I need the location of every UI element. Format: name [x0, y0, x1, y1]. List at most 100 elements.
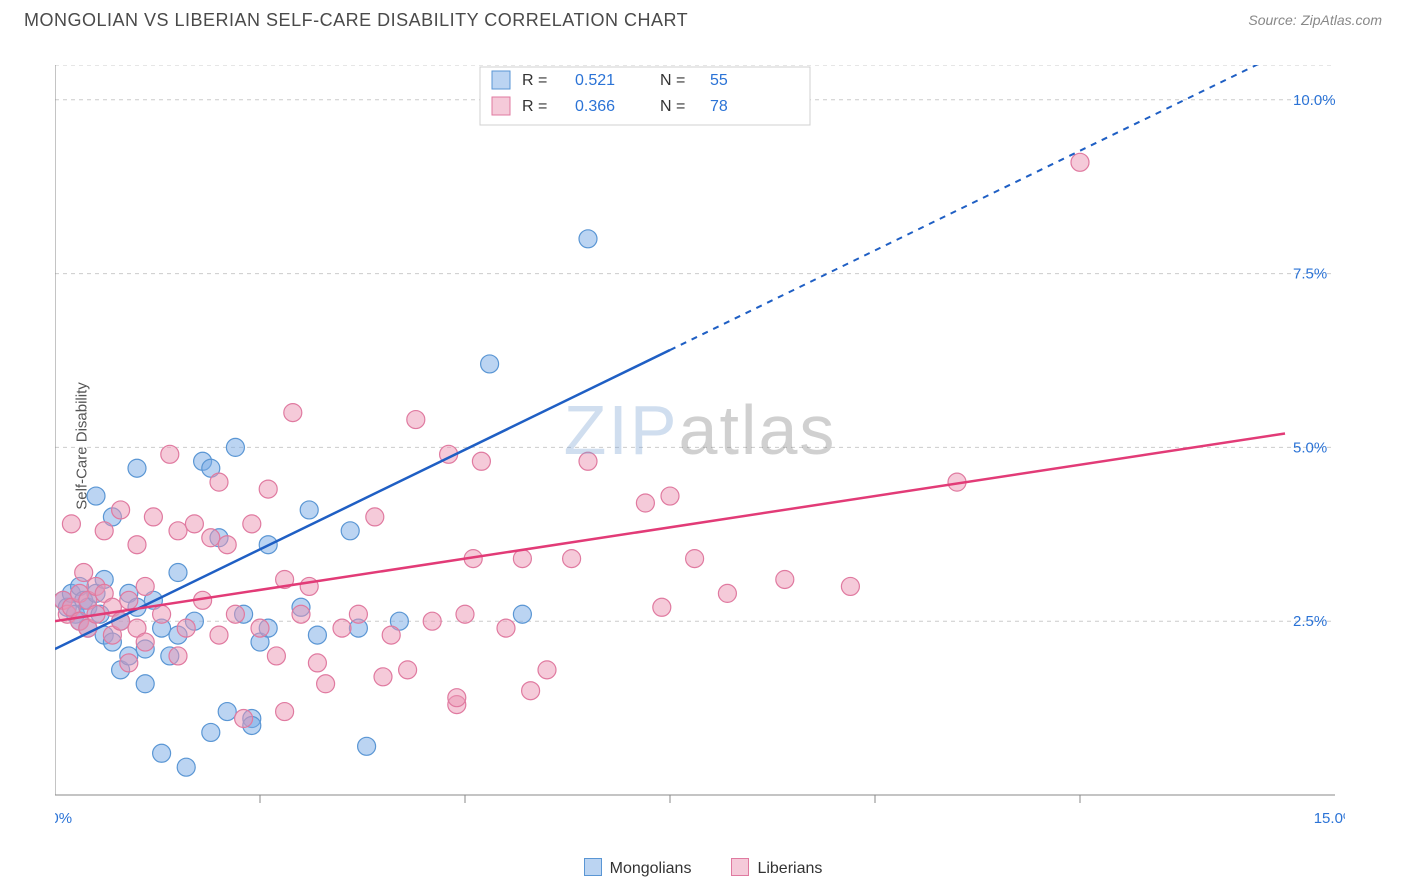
legend-swatch — [731, 858, 749, 876]
y-tick-label: 5.0% — [1293, 439, 1327, 456]
legend-r-value: 0.521 — [575, 72, 615, 89]
data-point — [202, 529, 220, 547]
data-point — [300, 577, 318, 595]
data-point — [841, 577, 859, 595]
data-point — [718, 584, 736, 602]
data-point — [661, 487, 679, 505]
data-point — [210, 473, 228, 491]
legend-label: Liberians — [757, 860, 822, 877]
data-point — [95, 522, 113, 540]
data-point — [513, 550, 531, 568]
legend-swatch — [492, 71, 510, 89]
data-point — [62, 515, 80, 533]
data-point — [243, 515, 261, 533]
y-tick-label: 2.5% — [1293, 613, 1327, 630]
data-point — [210, 626, 228, 644]
data-point — [407, 411, 425, 429]
legend-bottom: Mongolians Liberians — [0, 858, 1406, 878]
trend-line — [55, 350, 670, 649]
data-point — [276, 703, 294, 721]
data-point — [235, 710, 253, 728]
data-point — [177, 619, 195, 637]
x-tick-label: 15.0% — [1314, 810, 1345, 825]
data-point — [366, 508, 384, 526]
data-point — [358, 737, 376, 755]
data-point — [374, 668, 392, 686]
data-point — [349, 605, 367, 623]
data-point — [382, 626, 400, 644]
data-point — [448, 689, 466, 707]
data-point — [87, 487, 105, 505]
data-point — [153, 605, 171, 623]
source-value: ZipAtlas.com — [1301, 12, 1382, 28]
y-tick-label: 10.0% — [1293, 92, 1336, 109]
data-point — [538, 661, 556, 679]
legend-label: Mongolians — [610, 860, 692, 877]
legend-swatch — [584, 858, 602, 876]
data-point — [136, 633, 154, 651]
chart-svg: 2.5% 5.0% 7.5% 10.0% 0.0% 15.0% R = 0.521 N = 55 R… — [55, 65, 1345, 825]
legend-n-label: N = — [660, 72, 685, 89]
data-point — [317, 675, 335, 693]
chart-title: MONGOLIAN VS LIBERIAN SELF-CARE DISABILI… — [24, 10, 688, 31]
scatter-chart: 2.5% 5.0% 7.5% 10.0% 0.0% 15.0% R = 0.521 N = 55 R… — [55, 65, 1345, 825]
data-point — [300, 501, 318, 519]
data-point — [251, 619, 269, 637]
data-point — [563, 550, 581, 568]
data-point — [522, 682, 540, 700]
data-point — [259, 480, 277, 498]
data-point — [579, 230, 597, 248]
data-point — [177, 758, 195, 776]
legend-item: Liberians — [731, 858, 822, 878]
data-point — [456, 605, 474, 623]
data-point — [136, 577, 154, 595]
data-point — [1071, 153, 1089, 171]
data-point — [169, 564, 187, 582]
data-point — [153, 744, 171, 762]
legend-r-label: R = — [522, 98, 547, 115]
data-point — [284, 404, 302, 422]
data-point — [579, 452, 597, 470]
data-point — [136, 675, 154, 693]
legend-n-value: 55 — [710, 72, 728, 89]
data-point — [218, 536, 236, 554]
data-point — [341, 522, 359, 540]
data-point — [120, 591, 138, 609]
data-point — [128, 459, 146, 477]
legend-item: Mongolians — [584, 858, 692, 878]
data-point — [686, 550, 704, 568]
data-point — [226, 605, 244, 623]
data-point — [169, 647, 187, 665]
source-label: Source: — [1248, 12, 1296, 28]
source-citation: Source: ZipAtlas.com — [1248, 12, 1382, 30]
x-tick-label: 0.0% — [55, 810, 72, 825]
data-point — [112, 501, 130, 519]
data-point — [169, 522, 187, 540]
data-point — [226, 438, 244, 456]
data-point — [423, 612, 441, 630]
data-point — [185, 515, 203, 533]
data-point — [267, 647, 285, 665]
data-point — [292, 605, 310, 623]
legend-r-value: 0.366 — [575, 98, 615, 115]
data-point — [202, 723, 220, 741]
data-point — [308, 626, 326, 644]
legend-swatch — [492, 97, 510, 115]
y-tick-label: 7.5% — [1293, 266, 1327, 283]
data-point — [653, 598, 671, 616]
data-point — [472, 452, 490, 470]
data-point — [218, 703, 236, 721]
data-point — [75, 564, 93, 582]
data-point — [161, 445, 179, 463]
data-point — [497, 619, 515, 637]
data-point — [776, 570, 794, 588]
legend-n-value: 78 — [710, 98, 728, 115]
data-point — [399, 661, 417, 679]
data-point — [481, 355, 499, 373]
data-point — [128, 536, 146, 554]
trend-line — [55, 433, 1285, 621]
data-point — [120, 654, 138, 672]
legend-r-label: R = — [522, 72, 547, 89]
data-point — [333, 619, 351, 637]
legend-n-label: N = — [660, 98, 685, 115]
